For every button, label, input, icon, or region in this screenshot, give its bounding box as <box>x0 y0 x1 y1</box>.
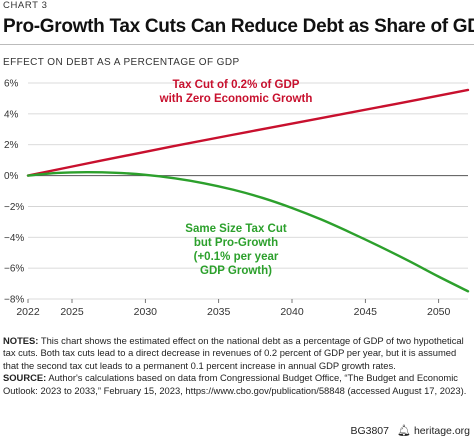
x-tick-label: 2025 <box>60 306 84 318</box>
heritage-bell-icon: 🔔︎ <box>396 425 411 437</box>
series-lines <box>26 88 470 293</box>
y-tick-label: −2% <box>4 202 24 213</box>
source-text: Author's calculations based on data from… <box>3 372 467 396</box>
footer: BG3807 🔔︎ heritage.org <box>350 424 470 438</box>
y-tick-label: 4% <box>4 109 19 120</box>
header-divider <box>0 44 474 45</box>
y-tick-label: −8% <box>4 295 24 306</box>
annotation-pro-growth: Same Size Tax Cut but Pro-Growth (+0.1% pe… <box>185 223 287 277</box>
notes-paragraph: NOTES: This chart shows the estimated ef… <box>3 335 471 372</box>
x-tick-label: 2040 <box>280 306 304 318</box>
annotation-zero-growth: Tax Cut of 0.2% of GDP with Zero Economic… <box>159 79 313 105</box>
x-tick-label: 2035 <box>207 306 231 318</box>
site-link[interactable]: 🔔︎ heritage.org <box>396 424 470 438</box>
x-tick-label: 2022 <box>16 306 40 318</box>
y-tick-label: 2% <box>4 140 19 151</box>
annotation-line: Same Size Tax Cut <box>185 223 287 235</box>
y-tick-label: −6% <box>4 264 24 275</box>
series-line-zero-growth <box>26 88 470 177</box>
annotation-line: GDP Growth) <box>200 265 272 277</box>
line-chart: 6% 4% 2% 0% −2% −4% −6% −8% 2022 2025 2030 2035 204… <box>4 79 470 318</box>
y-axis-title: EFFECT ON DEBT AS A PERCENTAGE OF GDP <box>3 57 240 68</box>
y-axis-ticks: 6% 4% 2% 0% −2% −4% −6% −8% <box>4 79 24 306</box>
x-axis-ticks: 2022 2025 2030 2035 2040 2045 2050 <box>16 299 451 318</box>
notes-block: NOTES: This chart shows the estimated ef… <box>3 335 471 397</box>
series-annotations: Tax Cut of 0.2% of GDP with Zero Economic… <box>159 79 313 277</box>
annotation-line: with Zero Economic Growth <box>159 93 313 105</box>
source-paragraph: SOURCE: Author's calculations based on d… <box>3 372 471 397</box>
gridlines <box>28 82 468 300</box>
x-tick-label: 2045 <box>354 306 378 318</box>
chart-number-label: CHART 3 <box>3 0 48 11</box>
source-label: SOURCE: <box>3 372 47 384</box>
chart-title: Pro-Growth Tax Cuts Can Reduce Debt as S… <box>3 16 474 37</box>
annotation-line: but Pro-Growth <box>194 237 278 249</box>
x-tick-label: 2050 <box>427 306 451 318</box>
y-tick-label: 6% <box>4 79 19 90</box>
y-tick-label: −4% <box>4 233 24 244</box>
annotation-line: (+0.1% per year <box>194 251 279 263</box>
notes-text: This chart shows the estimated effect on… <box>3 335 464 371</box>
annotation-line: Tax Cut of 0.2% of GDP <box>173 79 300 91</box>
y-tick-label: 0% <box>4 171 19 182</box>
series-line-pro-growth <box>26 170 470 293</box>
x-tick-label: 2030 <box>134 306 158 318</box>
notes-label: NOTES: <box>3 335 39 346</box>
site-name[interactable]: heritage.org <box>413 424 470 437</box>
report-code: BG3807 <box>350 424 389 437</box>
